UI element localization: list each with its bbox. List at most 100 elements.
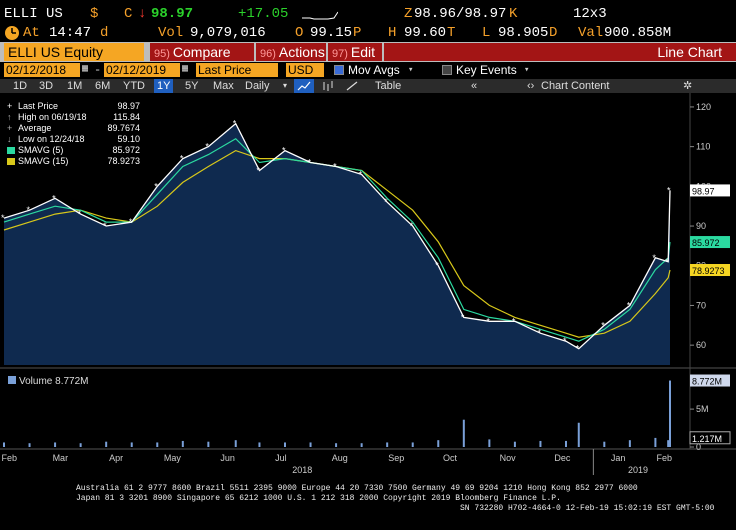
volume-legend-label: Volume 8.772M (19, 376, 89, 387)
range-ytd[interactable]: YTD (123, 80, 145, 92)
settings-gear-icon[interactable]: ✲ (683, 80, 693, 92)
annotate-icon[interactable] (342, 79, 362, 93)
settings-row: 02/12/2018 ▦ - 02/12/2019 ▦ Last Price U… (0, 62, 736, 78)
time-label: At (23, 25, 40, 41)
volume-axis-label: 5M (696, 404, 709, 414)
last-price: 98.97 (151, 6, 194, 22)
collapse-left-icon[interactable]: « (471, 80, 478, 92)
volume-bar (488, 439, 491, 447)
bar-style-icon[interactable] (318, 79, 338, 93)
price-tag-label: 85.972 (692, 238, 720, 248)
price-point: * (52, 193, 56, 203)
compare-button[interactable]: 95) Compare (150, 43, 254, 61)
quote-row-primary: ELLI US $ C ↓ 98.97 +17.05 Z 98.96/98.97… (0, 4, 736, 24)
legend-label: Last Price (18, 101, 59, 111)
key-events-checkbox[interactable] (442, 65, 452, 75)
volume-bar (207, 441, 210, 447)
security-field[interactable]: ELLI US Equity (4, 43, 144, 61)
chart-content-button[interactable]: Chart Content (541, 80, 610, 92)
frequency-select[interactable]: Daily (245, 80, 270, 92)
volume-bar (654, 437, 657, 447)
volume-bar (564, 440, 567, 447)
chart-content-toggle-icon[interactable]: ‹› (527, 80, 535, 92)
range-6m[interactable]: 6M (95, 80, 111, 92)
price-point: * (282, 146, 286, 156)
legend-value: 78.9273 (107, 156, 140, 166)
price-flag: C (124, 6, 133, 22)
price-point: * (333, 161, 337, 171)
actions-number: 96) (260, 48, 276, 60)
price-field-select[interactable]: Last Price (196, 63, 278, 77)
price-tag-label: 98.97 (692, 186, 715, 196)
month-label: Dec (554, 453, 571, 463)
legend-value: 115.84 (113, 112, 140, 122)
volume-bar (234, 440, 237, 447)
month-label: May (164, 453, 182, 463)
clock-icon (5, 26, 19, 40)
price-point: * (537, 328, 541, 338)
range-max[interactable]: Max (213, 80, 234, 92)
actions-button[interactable]: 96)Actions ▾ (256, 43, 326, 79)
high-flag: T (447, 25, 456, 41)
price-point: * (1, 213, 5, 223)
start-date-field[interactable]: 02/12/2018 (4, 63, 80, 77)
bid-ask-flag: K (509, 6, 518, 22)
key-events-caret-icon[interactable]: ▾ (524, 65, 530, 75)
month-label: Oct (443, 453, 458, 463)
volume-bar (79, 443, 82, 447)
price-axis-label: 70 (696, 300, 706, 310)
price-point: * (129, 217, 133, 227)
price-point: * (667, 185, 671, 195)
volume-bar (539, 440, 542, 447)
volume-tag-box (689, 431, 731, 445)
end-calendar-icon[interactable]: ▦ (182, 64, 189, 75)
start-calendar-icon[interactable]: ▦ (82, 64, 89, 75)
price-area-fill (4, 123, 670, 365)
open-label: O (295, 25, 304, 41)
volume-bar (283, 442, 286, 447)
range-1d[interactable]: 1D (13, 80, 28, 92)
price-point: * (486, 316, 490, 326)
compare-label: Compare (172, 44, 231, 60)
legend-row: + Average 89.7674 (6, 123, 140, 134)
line-style-icon[interactable] (294, 79, 314, 93)
sparkline-icon (302, 11, 338, 20)
price-point: * (27, 205, 31, 215)
toolbar-spacer (384, 43, 586, 61)
currency-select[interactable]: USD (286, 63, 324, 77)
price-chart[interactable]: ***************************** 6070809010… (0, 93, 736, 484)
range-bar: 1D 3D 1M 6M YTD 1Y 5Y Max Daily ▾ Table … (0, 79, 736, 93)
volume-bar (462, 419, 465, 447)
volume-axis-label: 0 (696, 442, 701, 452)
volume-bar (669, 380, 671, 447)
mov-avgs-caret-icon[interactable]: ▾ (408, 65, 414, 75)
volume-bars (3, 380, 671, 447)
legend-row: SMAVG (5) 85.972 (6, 145, 140, 156)
table-button[interactable]: Table (375, 80, 402, 92)
price-point: * (652, 253, 656, 263)
range-5y[interactable]: 5Y (185, 80, 199, 92)
price-point: * (563, 336, 567, 346)
ticker: ELLI US (4, 6, 63, 22)
mov-avgs-checkbox[interactable] (334, 65, 344, 75)
year-label: 2018 (292, 465, 312, 475)
price-axis-label: 60 (696, 340, 706, 350)
compare-number: 95) (154, 48, 170, 60)
legend-label: SMAVG (5) (18, 145, 64, 155)
range-3d[interactable]: 3D (39, 80, 54, 92)
chart-type-label[interactable]: Line Chart (586, 43, 736, 61)
price-point: * (665, 257, 669, 267)
legend-value: 98.97 (117, 101, 140, 111)
end-date-field[interactable]: 02/12/2019 (104, 63, 180, 77)
edit-button[interactable]: 97)Edit ▾ (328, 43, 382, 79)
bid-ask-label: Z (404, 6, 413, 22)
range-1y[interactable]: 1Y (154, 79, 174, 93)
volume-bar (3, 442, 5, 447)
frequency-caret-icon[interactable]: ▾ (283, 81, 288, 90)
price-tag-box (690, 184, 730, 197)
price-points: * * * * * * * * * * * * * * * * * * * * * * * * * * * * * (1, 119, 671, 354)
legend-row: ↑ High on 06/19/18 115.84 (6, 112, 140, 123)
legend-marker-icon: ↑ (7, 112, 12, 122)
legend-value: 59.10 (117, 134, 140, 144)
range-1m[interactable]: 1M (67, 80, 83, 92)
